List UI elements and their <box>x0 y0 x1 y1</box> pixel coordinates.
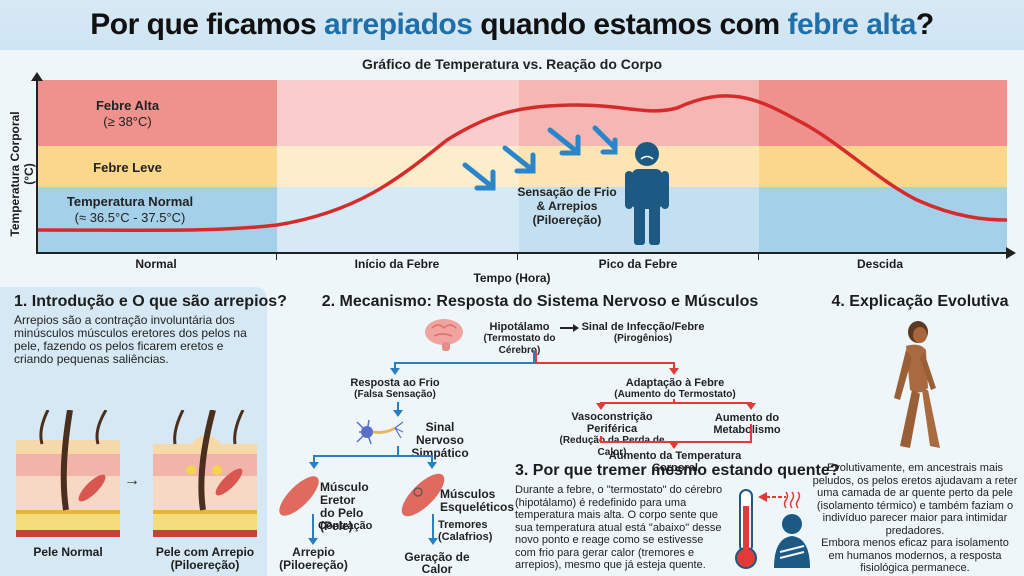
caption-pele-normal: Pele Normal <box>33 545 103 559</box>
label-febre-alta: Febre Alta (≥ 38°C) <box>95 98 160 129</box>
x-tick <box>517 252 518 260</box>
node-musculo-eretor: Músculo Eretor do Pelo (Pele) <box>320 480 369 533</box>
x-axis <box>36 252 1008 254</box>
flow-line-blue <box>394 362 534 364</box>
panel2-title: 2. Mecanismo: Resposta do Sistema Nervos… <box>321 293 759 310</box>
arrow-down-icon <box>669 368 679 375</box>
flow-line-blue <box>533 350 535 364</box>
node-metabolismo: Aumento do Metabolismo <box>713 412 781 436</box>
label-contracao: Contração <box>318 520 373 532</box>
flow-line-blue <box>431 455 433 463</box>
highlight-febre-alta: febre alta <box>787 8 917 41</box>
flow-line-red <box>673 399 675 403</box>
erector-muscle-icon <box>279 476 319 516</box>
goosebump-skin-icon <box>153 410 257 537</box>
node-musculos-esqueleticos: Músculos Esqueléticos <box>440 487 515 514</box>
flow-line-red <box>750 424 752 442</box>
page-header: Por que ficamos arrepiados quando estamo… <box>0 0 1024 50</box>
x-tick-pico: Pico da Febre <box>598 257 678 271</box>
ancestor-hominid-icon <box>894 321 940 448</box>
flow-line-blue <box>432 514 434 540</box>
chart-annotation: Sensação de Frio & Arrepios (Piloereção) <box>517 185 617 227</box>
flow-line-blue <box>312 514 314 540</box>
flow-line-blue <box>313 455 315 463</box>
flow-line-red <box>536 362 674 364</box>
flow-line-blue <box>394 362 396 370</box>
arrow-down-icon <box>390 368 400 375</box>
node-vasoconstricao: Vasoconstrição Periférica (Redução da Pe… <box>559 411 664 458</box>
arrow-head-icon <box>573 324 579 332</box>
x-tick-descida: Descida <box>856 257 904 271</box>
panel1-title: 1. Introdução e O que são arrepios? <box>14 293 287 310</box>
thermometer-icon <box>735 489 757 569</box>
panel1-text: Arrepios são a contração involuntária do… <box>14 313 247 366</box>
caption-pele-arrepio: Pele com Arrepio (Piloereção) <box>155 545 255 572</box>
label-tremores: Tremores (Calafrios) <box>438 519 493 543</box>
label-temperatura-normal: Temperatura Normal (≈ 36.5°C - 37.5°C) <box>66 194 194 225</box>
cold-arrows-icon <box>462 125 618 191</box>
flow-line-red <box>673 362 675 370</box>
y-axis-label: Temperatura Corporal (°C) <box>8 111 36 237</box>
flow-line-blue <box>397 402 399 412</box>
page-title: Por que ficamos arrepiados quando estamo… <box>90 8 934 41</box>
x-tick-normal: Normal <box>135 257 177 271</box>
arrow-line <box>560 327 574 329</box>
chart-title: Gráfico de Temperatura vs. Reação do Cor… <box>361 56 663 72</box>
arrow-down-icon <box>308 538 318 545</box>
y-axis <box>36 78 38 253</box>
x-axis-label: Tempo (Hora) <box>473 271 551 285</box>
flow-line-blue <box>397 446 399 456</box>
x-tick <box>276 252 277 260</box>
flow-line-blue <box>313 455 433 457</box>
node-aumento-temperatura: Aumento da Temperatura Corporal <box>608 450 742 474</box>
band-febre-alta <box>37 80 1007 146</box>
x-axis-arrow-icon <box>1006 247 1016 259</box>
neuron-icon <box>356 419 404 445</box>
node-arrepio: Arrepio (Piloereção) <box>279 545 348 572</box>
brain-icon <box>425 319 463 351</box>
arrow-down-icon <box>428 538 438 545</box>
x-tick <box>758 252 759 260</box>
arrow-down-icon <box>596 403 606 410</box>
flow-line-red <box>600 436 602 442</box>
panel3-title: 3. Por que tremer mesmo estando quente? <box>515 462 840 479</box>
arrow-down-icon <box>309 462 319 469</box>
x-tick-inicio: Início da Febre <box>354 257 440 271</box>
node-sinal-infeccao: Sinal de Infecção/Febre (Pirogênios) <box>581 321 705 344</box>
panel4-text: Evolutivamente, em ancestrais mais pelud… <box>812 462 1018 574</box>
arrow-down-icon <box>393 410 403 417</box>
band-temperatura-normal <box>37 187 1007 252</box>
arrow-down-icon <box>669 442 679 449</box>
panel4-title: 4. Explicação Evolutiva <box>831 293 1009 310</box>
arrow-down-icon <box>427 462 437 469</box>
phase-overlay-inicio <box>277 80 519 252</box>
label-febre-leve: Febre Leve <box>93 160 162 175</box>
highlight-arrepiados: arrepiados <box>324 8 473 41</box>
arrow-down-icon <box>746 403 756 410</box>
cold-person-icon <box>774 491 810 568</box>
flow-line-red <box>600 402 752 404</box>
node-resposta-frio: Resposta ao Frio (Falsa Sensação) <box>350 377 440 400</box>
temperature-curve <box>37 94 1007 233</box>
node-geracao-calor: Geração de Calor <box>404 550 470 576</box>
dashed-arrow-icon <box>758 492 786 502</box>
y-axis-arrow-icon <box>31 72 43 81</box>
transition-arrow-icon: → <box>124 472 140 489</box>
skeletal-muscle-icon <box>401 473 445 517</box>
normal-skin-icon <box>16 410 120 537</box>
node-adaptacao-febre: Adaptação à Febre (Aumento do Termostato… <box>614 377 736 400</box>
node-hipotalamo: Hipotálamo (Termostato do Cérebro) <box>483 321 556 356</box>
flow-line-red <box>535 350 537 364</box>
shivering-person-icon <box>625 142 669 245</box>
panel3-text: Durante a febre, o "termostato" do céreb… <box>515 484 723 571</box>
